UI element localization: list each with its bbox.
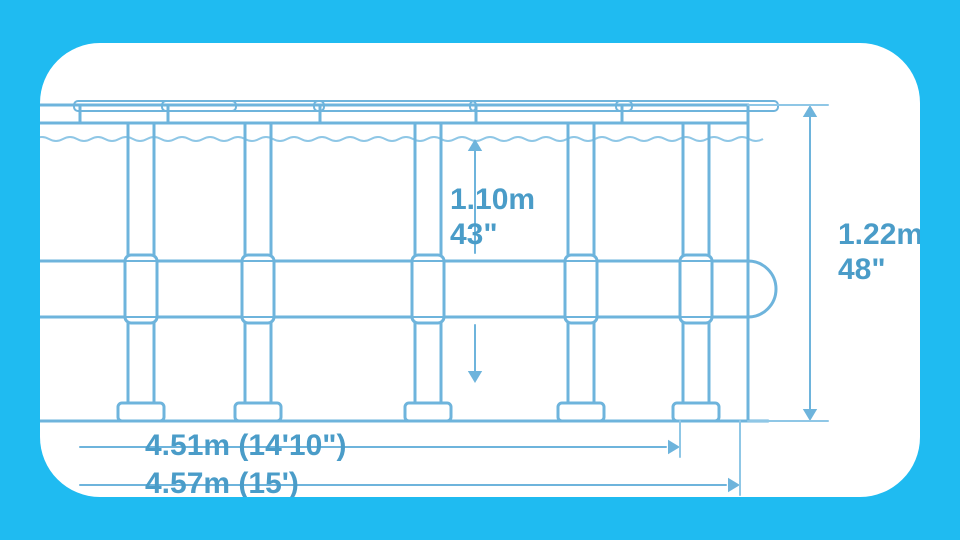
- total-height-imperial: 48": [838, 253, 886, 286]
- total-height-label: 1.22m 48": [838, 218, 920, 287]
- water-depth-metric: 1.10m: [450, 183, 535, 216]
- inner-width-text: 4.51m (14'10"): [145, 429, 346, 462]
- outer-width-text: 4.57m (15'): [145, 467, 299, 497]
- diagram-canvas: 1.10m 43" 1.22m 48" 4.51m (14'10") 4.57m…: [40, 43, 920, 497]
- inner-width-label: 4.51m (14'10"): [145, 429, 346, 464]
- water-depth-imperial: 43": [450, 218, 498, 251]
- water-depth-label: 1.10m 43": [450, 183, 535, 252]
- total-height-metric: 1.22m: [838, 218, 920, 251]
- outer-width-label: 4.57m (15'): [145, 467, 299, 497]
- diagram-frame: 1.10m 43" 1.22m 48" 4.51m (14'10") 4.57m…: [0, 0, 960, 540]
